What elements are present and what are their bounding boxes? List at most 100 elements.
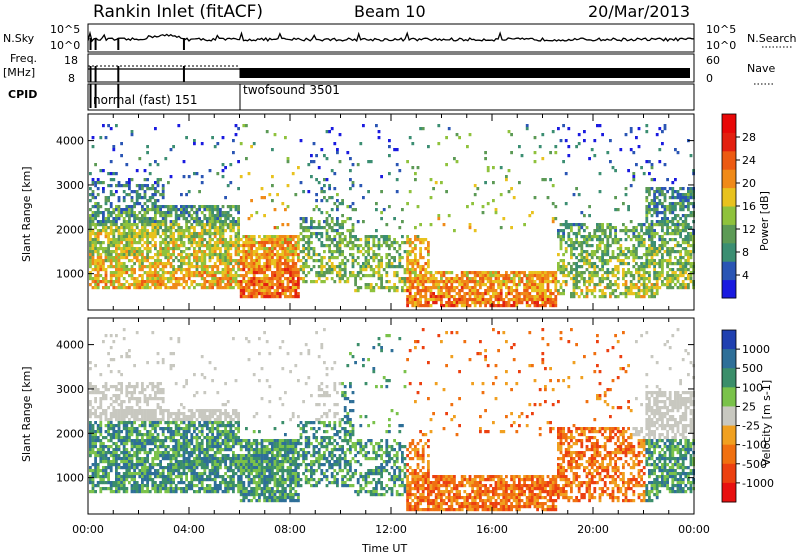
heatmap-cell	[89, 445, 92, 449]
heatmap-cell	[299, 277, 303, 281]
heatmap-cell	[91, 244, 95, 248]
heatmap-cell	[307, 235, 311, 239]
heatmap-cell	[195, 235, 199, 239]
heatmap-cell	[154, 418, 157, 422]
heatmap-cell	[91, 145, 95, 149]
heatmap-cell	[588, 280, 591, 284]
heatmap-cell	[250, 292, 253, 296]
heatmap-cell	[172, 274, 175, 278]
heatmap-cell	[161, 187, 165, 191]
heatmap-cell	[323, 274, 326, 278]
heatmap-cell	[528, 271, 532, 275]
heatmap-cell	[315, 253, 318, 257]
heatmap-cell	[479, 271, 482, 275]
heatmap-cell	[247, 253, 251, 257]
heatmap-cell	[133, 451, 136, 455]
heatmap-cell	[200, 229, 204, 233]
heatmap-cell	[575, 277, 578, 281]
heatmap-cell	[429, 271, 433, 275]
heatmap-cell	[419, 238, 422, 242]
heatmap-cell	[89, 391, 92, 395]
heatmap-cell	[666, 271, 669, 275]
heatmap-cell	[661, 142, 664, 146]
heatmap-cell	[681, 286, 685, 290]
heatmap-cell	[187, 229, 191, 233]
heatmap-cell	[216, 256, 220, 260]
heatmap-cell	[663, 199, 667, 203]
heatmap-cell	[159, 442, 162, 446]
heatmap-cell	[328, 268, 331, 272]
heatmap-cell	[224, 268, 227, 272]
heatmap-cell	[109, 229, 113, 233]
heatmap-cell	[432, 187, 435, 191]
heatmap-cell	[525, 280, 529, 284]
heatmap-cell	[299, 232, 303, 236]
heatmap-cell	[455, 304, 459, 308]
heatmap-cell	[122, 271, 126, 275]
heatmap-cell	[156, 391, 160, 395]
heatmap-cell	[143, 283, 147, 287]
heatmap-cell	[146, 454, 149, 458]
heatmap-cell	[330, 208, 334, 212]
heatmap-cell	[687, 196, 690, 200]
heatmap-cell	[271, 244, 274, 248]
heatmap-cell	[601, 274, 604, 278]
heatmap-cell	[689, 211, 693, 215]
heatmap-cell	[115, 469, 118, 473]
heatmap-cell	[653, 295, 656, 299]
power-colorbar-blocks	[722, 114, 736, 299]
heatmap-cell	[689, 274, 693, 278]
heatmap-cell	[320, 241, 324, 245]
heatmap-cell	[112, 193, 116, 197]
heatmap-cell	[180, 271, 183, 275]
heatmap-cell	[471, 271, 474, 275]
heatmap-cell	[94, 490, 97, 494]
heatmap-cell	[125, 220, 129, 224]
heatmap-cell	[486, 292, 490, 296]
heatmap-cell	[614, 226, 617, 230]
heatmap-cell	[598, 226, 602, 230]
heatmap-cell	[148, 223, 152, 227]
power-colorbar-block	[722, 114, 736, 133]
heatmap-cell	[185, 193, 188, 197]
heatmap-cell	[138, 397, 142, 401]
heatmap-cell	[403, 289, 407, 293]
heatmap-cell	[276, 262, 279, 266]
heatmap-cell	[89, 226, 92, 230]
heatmap-cell	[671, 196, 675, 200]
heatmap-cell	[128, 430, 131, 434]
heatmap-cell	[299, 259, 303, 263]
heatmap-cell	[479, 292, 482, 296]
heatmap-cell	[289, 274, 292, 278]
heatmap-cell	[323, 256, 326, 260]
heatmap-cell	[180, 208, 183, 212]
heatmap-cell	[395, 265, 399, 269]
heatmap-cell	[156, 277, 160, 281]
heatmap-cell	[208, 232, 212, 236]
heatmap-cell	[141, 244, 144, 248]
heatmap-cell	[648, 223, 651, 227]
heatmap-cell	[156, 283, 160, 287]
heatmap-cell	[133, 268, 136, 272]
heatmap-cell	[200, 211, 204, 215]
heatmap-cell	[130, 466, 134, 470]
heatmap-cell	[133, 229, 136, 233]
heatmap-cell	[193, 274, 196, 278]
heatmap-cell	[546, 301, 550, 305]
heatmap-cell	[120, 265, 123, 269]
heatmap-cell	[447, 301, 451, 305]
heatmap-cell	[128, 220, 131, 224]
heatmap-cell	[125, 436, 129, 440]
heatmap-cell	[117, 424, 121, 428]
heatmap-cell	[687, 205, 690, 209]
heatmap-cell	[455, 160, 459, 164]
heatmap-cell	[125, 286, 129, 290]
heatmap-cell	[406, 262, 409, 266]
heatmap-cell	[213, 262, 217, 266]
heatmap-cell	[154, 193, 157, 197]
heatmap-cell	[406, 238, 409, 242]
heatmap-cell	[632, 256, 636, 260]
heatmap-cell	[258, 265, 261, 269]
heatmap-cell	[291, 253, 295, 257]
heatmap-cell	[224, 259, 227, 263]
